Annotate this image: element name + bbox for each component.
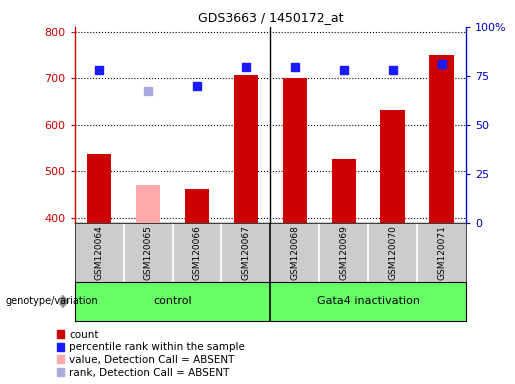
Bar	[87, 154, 111, 223]
Point	[144, 88, 152, 94]
Text: GSM120066: GSM120066	[193, 225, 201, 280]
Text: GSM120067: GSM120067	[242, 225, 250, 280]
Point	[290, 64, 299, 70]
Point	[437, 61, 445, 67]
Title: GDS3663 / 1450172_at: GDS3663 / 1450172_at	[198, 11, 343, 24]
Text: GSM120069: GSM120069	[339, 225, 348, 280]
Point	[339, 67, 348, 73]
Text: genotype/variation: genotype/variation	[5, 296, 98, 306]
Text: GSM120065: GSM120065	[144, 225, 152, 280]
Bar	[185, 189, 209, 223]
Bar	[283, 78, 307, 223]
Legend: count, percentile rank within the sample, value, Detection Call = ABSENT, rank, : count, percentile rank within the sample…	[57, 330, 245, 377]
Text: GSM120064: GSM120064	[95, 225, 104, 280]
Bar	[234, 75, 258, 223]
Point	[193, 83, 201, 89]
Text: control: control	[153, 296, 192, 306]
Text: Gata4 inactivation: Gata4 inactivation	[317, 296, 420, 306]
Point	[242, 63, 250, 70]
Text: GSM120068: GSM120068	[290, 225, 299, 280]
Bar	[430, 55, 454, 223]
Point	[388, 67, 397, 73]
Bar	[381, 110, 405, 223]
Bar	[136, 185, 160, 223]
Text: GSM120071: GSM120071	[437, 225, 446, 280]
Point	[95, 67, 103, 73]
Bar	[332, 159, 356, 223]
Text: GSM120070: GSM120070	[388, 225, 397, 280]
